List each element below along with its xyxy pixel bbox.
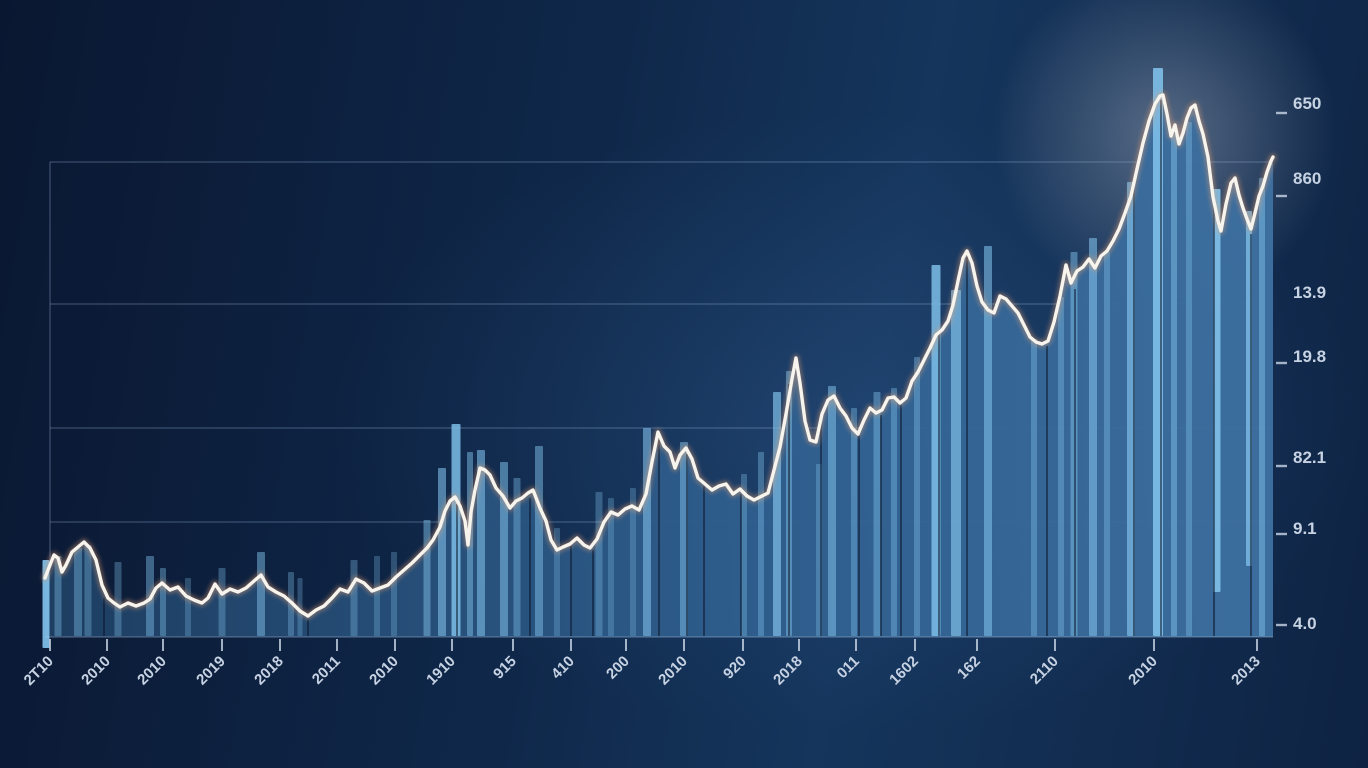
- volume-bar: [391, 552, 397, 636]
- x-tick-label: 920: [720, 653, 750, 683]
- volume-bar: [500, 462, 508, 636]
- x-tick-label: 915: [490, 653, 520, 683]
- volume-bar: [1259, 178, 1265, 636]
- volume-bar: [513, 478, 521, 636]
- volume-bar: [608, 498, 614, 636]
- y-tick-label: 860: [1293, 169, 1321, 188]
- volume-bar: [758, 452, 764, 636]
- volume-bar: [891, 388, 897, 636]
- volume-bar: [160, 568, 166, 636]
- volume-bar: [1031, 339, 1037, 636]
- x-tick-label: 011: [834, 653, 863, 682]
- volume-bar: [42, 560, 50, 648]
- volume-bar: [374, 556, 380, 636]
- volume-bar: [851, 408, 857, 636]
- volume-bar: [1213, 189, 1221, 592]
- volume-bar: [951, 290, 961, 636]
- volume-bar: [595, 492, 603, 636]
- volume-bar: [84, 545, 92, 636]
- x-tick-label: 2011: [309, 653, 344, 688]
- x-tick-label: 2110: [1027, 653, 1062, 688]
- x-tick-label: 2010: [366, 653, 402, 689]
- volume-bar: [873, 392, 881, 636]
- x-tick-label: 410: [548, 653, 578, 683]
- volume-bar: [984, 246, 992, 636]
- y-tick-label: 650: [1293, 94, 1321, 113]
- volume-bar: [914, 357, 920, 636]
- x-tick-label: 162: [954, 653, 984, 683]
- x-tick-label: 2T10: [21, 653, 57, 689]
- volume-bar: [438, 468, 446, 636]
- x-tick-label: 200: [603, 653, 633, 683]
- y-tick-label: 19.8: [1293, 347, 1326, 366]
- x-tick-label: 1602: [886, 653, 922, 689]
- x-tick-label: 2018: [770, 653, 806, 689]
- price-line: [43, 93, 1275, 618]
- volume-bar: [477, 450, 485, 636]
- x-tick-label: 2018: [251, 653, 287, 689]
- volume-bar: [828, 386, 836, 636]
- volume-bar: [1058, 297, 1064, 636]
- volume-bar: [218, 568, 226, 636]
- x-tick-label: 2010: [655, 653, 691, 689]
- volume-bar: [185, 578, 191, 636]
- volume-bar: [1171, 134, 1177, 636]
- x-tick-label: 2013: [1228, 653, 1264, 689]
- volume-bar: [535, 446, 543, 636]
- volume-bar: [1089, 238, 1097, 636]
- volume-bar: [350, 560, 358, 636]
- y-tick-label: 9.1: [1293, 519, 1317, 538]
- x-tick-label: 2019: [193, 653, 229, 689]
- volume-bar: [630, 488, 636, 636]
- volume-bar: [554, 528, 560, 636]
- volume-bar: [257, 552, 265, 636]
- y-tick-label: 82.1: [1293, 448, 1326, 467]
- x-tick-label: 1910: [423, 653, 459, 689]
- y-tick-label: 4.0: [1293, 614, 1317, 633]
- volume-bar: [423, 520, 431, 636]
- y-tick-label: 13.9: [1293, 283, 1326, 302]
- x-tick-label: 2010: [78, 653, 114, 689]
- volume-bar: [1186, 122, 1192, 636]
- volume-bar: [114, 562, 122, 636]
- volume-bar: [54, 556, 62, 636]
- volume-bar: [1104, 252, 1110, 636]
- volume-bar: [741, 474, 747, 636]
- x-tick-label: 2010: [1125, 653, 1161, 689]
- volume-bar: [74, 548, 82, 636]
- x-tick-label: 2010: [134, 653, 170, 689]
